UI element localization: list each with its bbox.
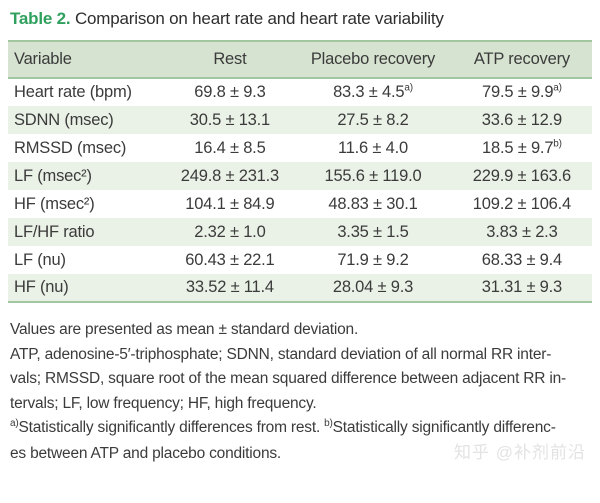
footnote-marker: b) — [553, 138, 562, 149]
rest-cell: 16.4 ± 8.5 — [194, 138, 266, 157]
placebo-cell: 155.6 ± 119.0 — [294, 162, 452, 190]
footnote-line: ATP, adenosine-5′-triphosphate; SDNN, st… — [10, 345, 552, 363]
table-caption: Comparison on heart rate and heart rate … — [70, 9, 444, 28]
header-rest: Rest — [165, 41, 295, 79]
data-table: Variable Rest Placebo recovery ATP recov… — [8, 40, 592, 303]
value: 83.3 ± 4.5 — [333, 83, 405, 101]
variable-cell: RMSSD (msec) — [14, 138, 127, 157]
footnote-marker-a: a) — [10, 417, 19, 429]
table-row: Heart rate (bpm) 69.8 ± 9.3 83.3 ± 4.5a)… — [8, 78, 592, 106]
placebo-cell: 3.35 ± 1.5 — [294, 218, 452, 246]
footnote-marker: a) — [553, 82, 562, 94]
placebo-cell: 83.3 ± 4.5a) — [294, 78, 452, 106]
atp-cell: 68.33 ± 9.4 — [481, 250, 563, 269]
variable-cell: SDNN (msec) — [8, 106, 166, 134]
header-variable: Variable — [8, 41, 166, 79]
table-header: Variable Rest Placebo recovery ATP recov… — [8, 41, 592, 79]
footnote-marker: a) — [404, 82, 413, 94]
footnote-line: Values are presented as mean ± standard … — [10, 321, 359, 338]
placebo-cell: 11.6 ± 4.0 — [337, 138, 408, 157]
value: 79.5 ± 9.9 — [482, 83, 554, 101]
table-row: LF/HF ratio 2.32 ± 1.0 3.35 ± 1.5 3.83 ±… — [8, 218, 592, 246]
table-row: SDNN (msec) 30.5 ± 13.1 27.5 ± 8.2 33.6 … — [8, 106, 592, 134]
footnote-text: Statistically significantly differences … — [18, 419, 325, 436]
footnote-line: vals; RMSSD, square root of the mean squ… — [10, 370, 566, 387]
atp-cell: 31.31 ± 9.3 — [451, 274, 592, 302]
atp-cell: 229.9 ± 163.6 — [451, 162, 592, 190]
variable-cell: LF (msec²) — [8, 162, 166, 190]
footnote-text: es between ATP and placebo conditions. — [10, 444, 282, 462]
rest-cell: 69.8 ± 9.3 — [166, 78, 294, 106]
placebo-cell: 27.5 ± 8.2 — [294, 106, 452, 134]
table-row: HF (nu) 33.52 ± 11.4 28.04 ± 9.3 31.31 ±… — [8, 274, 592, 302]
variable-cell: Heart rate (bpm) — [14, 83, 132, 101]
value: 69.8 ± 9.3 — [194, 83, 266, 101]
header-row: Variable Rest Placebo recovery ATP recov… — [8, 41, 592, 79]
atp-cell: 109.2 ± 106.4 — [472, 194, 572, 213]
rest-cell: 2.32 ± 1.0 — [165, 218, 295, 246]
header-atp-recovery: ATP recovery — [451, 41, 592, 79]
rest-cell: 60.43 ± 22.1 — [185, 250, 275, 269]
placebo-cell: 48.83 ± 30.1 — [328, 194, 418, 213]
atp-cell: 79.5 ± 9.9a) — [452, 78, 592, 106]
variable-cell: HF (msec²) — [14, 194, 95, 213]
footnote-line: es between ATP and placebo conditions. 知… — [10, 441, 592, 467]
footnote-text: Statistically significantly differenc- — [332, 419, 556, 436]
header-placebo-recovery: Placebo recovery — [294, 41, 452, 79]
variable-cell: LF/HF ratio — [8, 218, 166, 246]
footnote-marker-b: b) — [324, 417, 333, 429]
table-row: HF (msec²) 104.1 ± 84.9 48.83 ± 30.1 109… — [8, 190, 592, 218]
footnote-line: a)Statistically significantly difference… — [10, 416, 592, 441]
table-body: Heart rate (bpm) 69.8 ± 9.3 83.3 ± 4.5a)… — [8, 78, 592, 302]
zhihu-watermark: 知乎 @补剂前沿 — [454, 442, 586, 462]
rest-cell: 249.8 ± 231.3 — [165, 162, 295, 190]
variable-cell: LF (nu) — [14, 250, 66, 269]
placebo-cell: 71.9 ± 9.2 — [337, 250, 409, 269]
placebo-cell: 28.04 ± 9.3 — [294, 274, 452, 302]
rest-cell: 30.5 ± 13.1 — [165, 106, 295, 134]
value: 18.5 ± 9.7 — [482, 138, 554, 157]
atp-cell: 3.83 ± 2.3 — [451, 218, 592, 246]
footnotes: Values are presented as mean ± standard … — [0, 303, 600, 466]
table-row: LF (msec²) 249.8 ± 231.3 155.6 ± 119.0 2… — [8, 162, 592, 190]
atp-cell: 33.6 ± 12.9 — [451, 106, 592, 134]
footnote-line: tervals; LF, low frequency; HF, high fre… — [10, 394, 317, 412]
variable-cell: HF (nu) — [8, 274, 166, 302]
table-row: RMSSD (msec) 16.4 ± 8.5 11.6 ± 4.0 18.5 … — [8, 134, 592, 162]
table-title: Table 2. Comparison on heart rate and he… — [0, 0, 600, 40]
rest-cell: 104.1 ± 84.9 — [185, 194, 275, 213]
atp-cell: 18.5 ± 9.7b) — [452, 134, 592, 162]
rest-cell: 33.52 ± 11.4 — [165, 274, 295, 302]
table-number: Table 2. — [10, 9, 71, 28]
table-row: LF (nu) 60.43 ± 22.1 71.9 ± 9.2 68.33 ± … — [8, 246, 592, 274]
